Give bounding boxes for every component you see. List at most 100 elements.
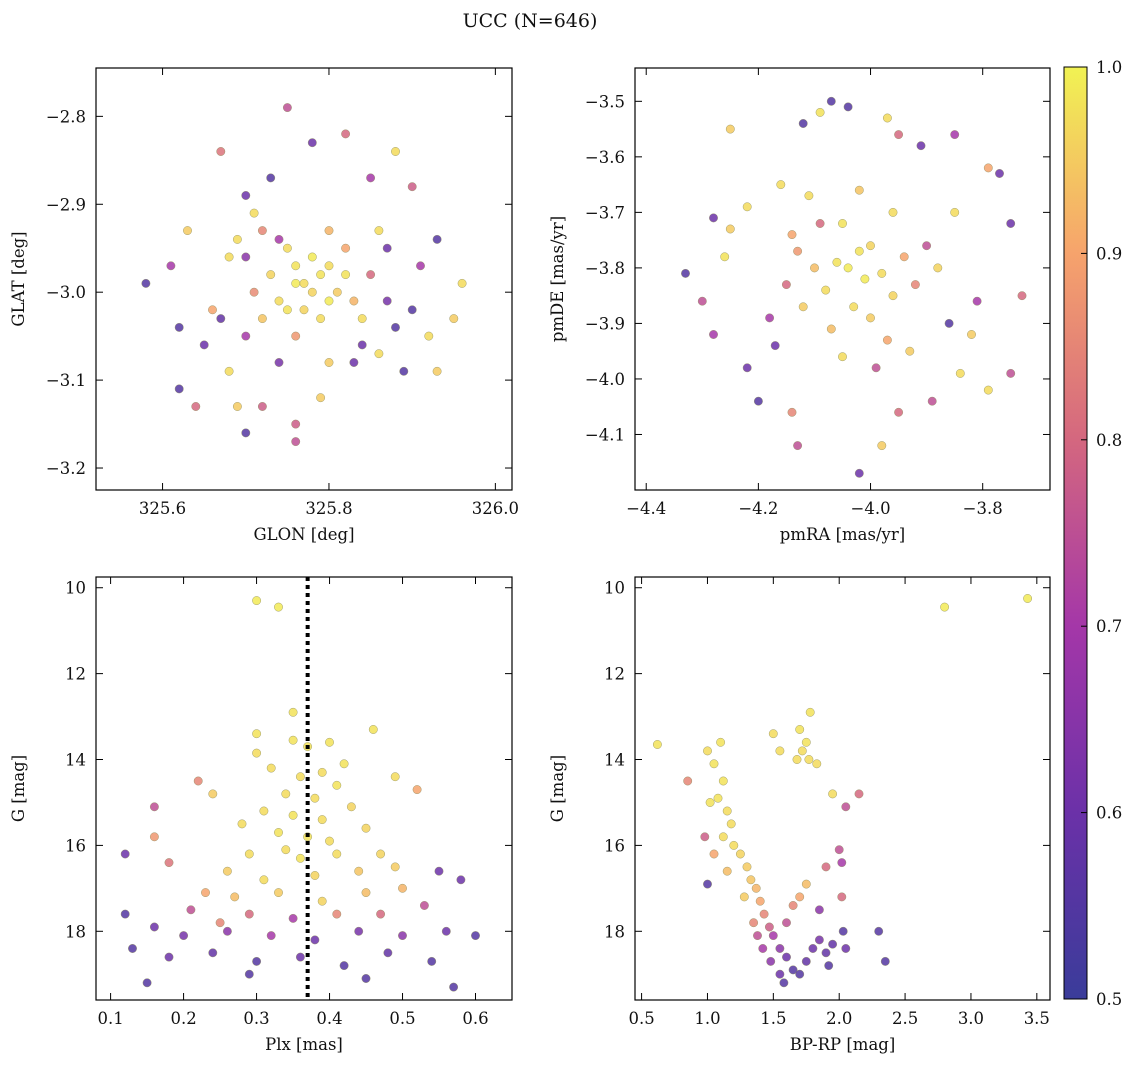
data-point (894, 130, 903, 140)
data-point (742, 363, 752, 373)
data-point (716, 737, 725, 747)
data-point (383, 948, 393, 958)
data-point (457, 278, 467, 288)
colorbar-gradient (1063, 66, 1088, 1000)
y-tick-label: 18 (604, 922, 625, 941)
points-bprp-g (653, 594, 1032, 988)
x-tick-label: 1.0 (694, 1009, 720, 1028)
data-point (259, 806, 269, 816)
data-point (703, 746, 712, 756)
data-point (787, 407, 797, 417)
data-point (742, 202, 752, 212)
y-tick-label: −3.5 (585, 92, 625, 111)
data-point (281, 845, 291, 855)
data-point (765, 313, 774, 323)
data-point (307, 287, 317, 297)
data-point (808, 944, 818, 953)
data-point (683, 776, 693, 786)
data-point (834, 845, 844, 855)
data-point (332, 287, 342, 297)
y-tick-label: −4.0 (585, 370, 625, 389)
data-point (257, 402, 267, 411)
data-point (765, 922, 774, 932)
data-point (191, 402, 201, 411)
data-point (874, 926, 884, 936)
colorbar: 0.5 0.6 0.7 0.8 0.9 1.0 (1063, 58, 1122, 1009)
data-point (257, 226, 267, 236)
data-point (826, 324, 836, 334)
data-point (407, 305, 417, 315)
data-point (883, 335, 892, 345)
y-tick-label: −3.7 (585, 203, 625, 222)
data-point (1006, 219, 1016, 228)
data-point (877, 441, 887, 450)
data-point (376, 909, 385, 919)
data-point (866, 241, 875, 251)
data-point (274, 234, 284, 244)
x-axis-label: GLON [deg] (253, 525, 354, 544)
data-point (391, 322, 400, 332)
x-tick-label: 0.5 (628, 1009, 654, 1028)
data-point (837, 858, 847, 867)
colorbar-tick-label: 0.9 (1096, 244, 1122, 263)
data-point (164, 858, 174, 867)
data-point (725, 124, 735, 134)
data-point (718, 776, 728, 786)
data-point (849, 302, 859, 312)
data-point (274, 358, 284, 367)
data-point (905, 346, 915, 356)
data-point (295, 853, 305, 863)
panel-glon-glat: 325.6 325.8 326.0 −2.8 −2.9 −3.0 −3.1 −3.2 GLON … (9, 67, 519, 544)
data-point (770, 341, 780, 350)
x-axis-label: BP-RP [mag] (790, 1035, 896, 1054)
data-point (828, 789, 837, 799)
data-point (361, 823, 371, 833)
points-plx-g (120, 596, 480, 992)
x-tick-label: 0.4 (316, 1009, 342, 1028)
data-point (883, 113, 892, 123)
data-point (244, 909, 254, 919)
data-point (697, 296, 707, 306)
data-point (215, 918, 225, 928)
data-point (933, 263, 943, 273)
data-point (815, 905, 824, 915)
data-point (149, 832, 159, 842)
data-point (1006, 368, 1016, 378)
x-tick-label: 0.1 (97, 1009, 123, 1028)
data-point (871, 363, 881, 373)
data-point (193, 776, 203, 786)
data-point (266, 931, 276, 940)
data-point (332, 849, 342, 859)
data-point (779, 978, 789, 988)
data-point (249, 208, 259, 218)
y-tick-label: 12 (65, 665, 86, 684)
data-point (120, 909, 130, 919)
data-point (801, 879, 811, 889)
data-point (815, 935, 824, 945)
data-point (456, 875, 466, 885)
data-point (354, 926, 364, 936)
colorbar-tick-label: 0.8 (1096, 431, 1122, 450)
data-point (709, 759, 719, 769)
data-point (768, 729, 778, 739)
data-point (927, 396, 937, 406)
data-point (361, 888, 371, 897)
data-point (725, 224, 735, 234)
data-point (821, 285, 831, 295)
y-tick-label: −3.9 (585, 314, 625, 333)
data-point (416, 261, 425, 271)
data-point (972, 296, 982, 306)
data-point (795, 969, 805, 979)
data-point (237, 819, 247, 829)
data-point (797, 746, 807, 756)
data-point (828, 939, 837, 949)
x-tick-label: −4.4 (626, 499, 666, 518)
data-point (266, 270, 276, 279)
data-point (266, 763, 276, 773)
data-point (252, 748, 262, 758)
data-point (291, 331, 301, 341)
data-point (317, 896, 327, 906)
data-point (407, 182, 417, 192)
data-point (775, 746, 785, 756)
y-axis-label: GLAT [deg] (9, 231, 28, 326)
